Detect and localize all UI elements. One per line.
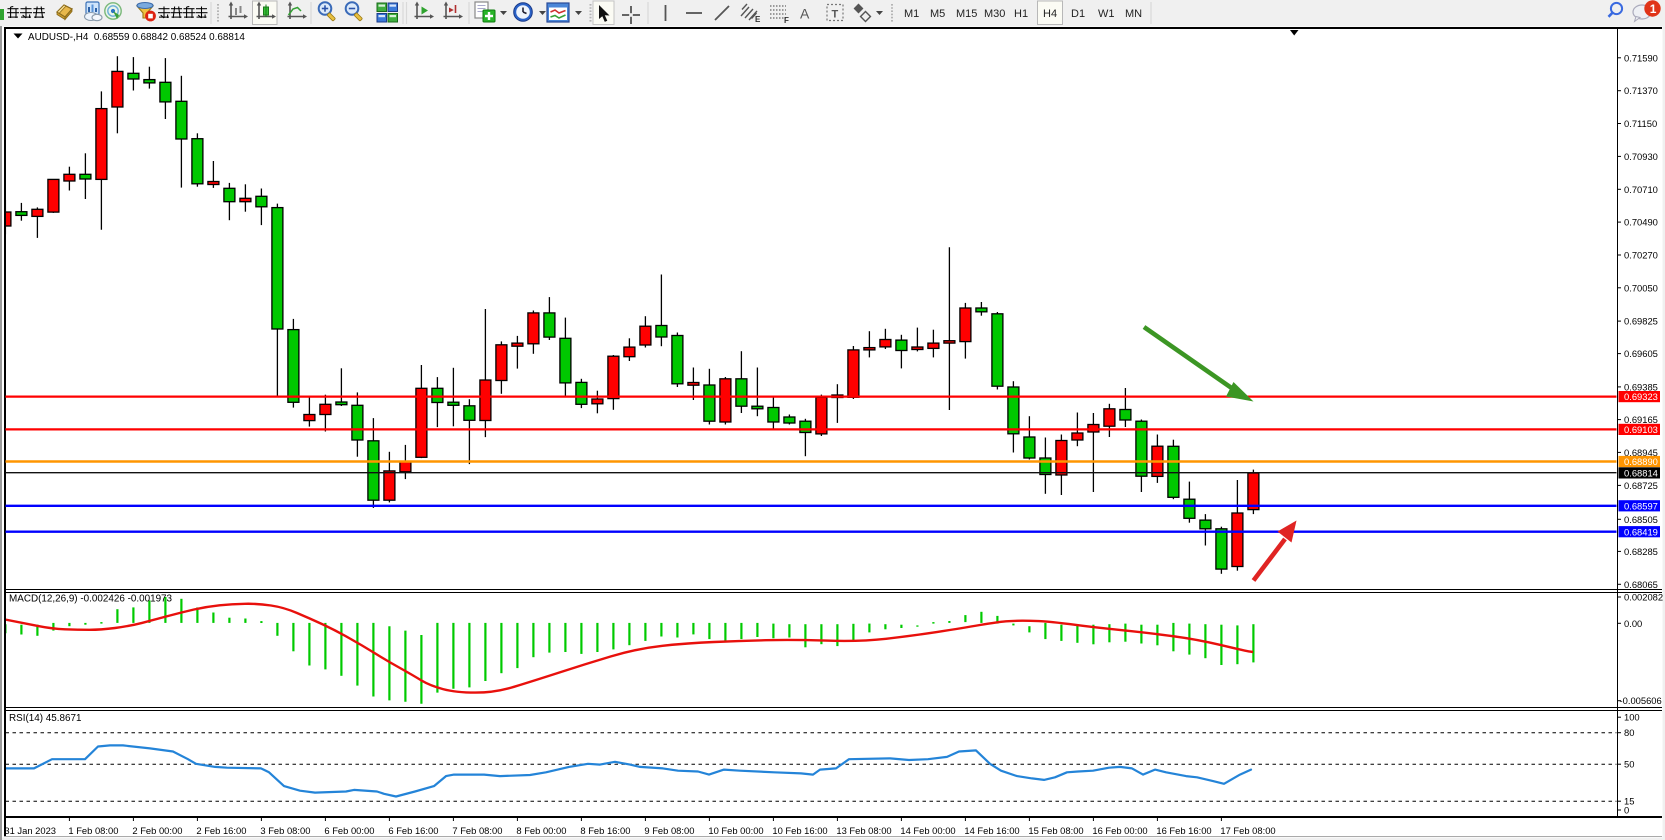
svg-text:8 Feb 16:00: 8 Feb 16:00	[580, 825, 630, 836]
svg-text:M15: M15	[956, 8, 977, 20]
svg-text:50: 50	[1624, 759, 1634, 770]
svg-text:0.69605: 0.69605	[1624, 348, 1658, 359]
svg-text:0.69385: 0.69385	[1624, 381, 1658, 392]
svg-text:W1: W1	[1098, 8, 1115, 20]
svg-text:0.71150: 0.71150	[1624, 118, 1657, 129]
svg-text:6 Feb 00:00: 6 Feb 00:00	[324, 825, 374, 836]
svg-text:0.68419: 0.68419	[1624, 526, 1658, 537]
svg-text:16 Feb 16:00: 16 Feb 16:00	[1156, 825, 1211, 836]
svg-text:0.68597: 0.68597	[1624, 500, 1658, 511]
svg-text:0.68725: 0.68725	[1624, 480, 1658, 491]
svg-text:RSI(14) 45.8671: RSI(14) 45.8671	[9, 713, 82, 724]
svg-text:10 Feb 00:00: 10 Feb 00:00	[708, 825, 763, 836]
svg-text:0.002082: 0.002082	[1624, 592, 1663, 603]
svg-text:13 Feb 08:00: 13 Feb 08:00	[836, 825, 891, 836]
svg-text:A: A	[800, 6, 810, 22]
svg-text:H4: H4	[1043, 8, 1057, 20]
svg-text:14 Feb 16:00: 14 Feb 16:00	[964, 825, 1019, 836]
svg-text:M5: M5	[930, 8, 945, 20]
svg-text:31 Jan 2023: 31 Jan 2023	[4, 825, 56, 836]
svg-text:9 Feb 08:00: 9 Feb 08:00	[644, 825, 694, 836]
svg-text:14 Feb 00:00: 14 Feb 00:00	[900, 825, 955, 836]
svg-text:0.68814: 0.68814	[1624, 468, 1658, 479]
svg-text:0.69323: 0.69323	[1624, 391, 1658, 402]
svg-text:0.68890: 0.68890	[1624, 456, 1658, 467]
svg-text:0.68505: 0.68505	[1624, 514, 1658, 525]
svg-text:M1: M1	[904, 8, 919, 20]
svg-text:16 Feb 00:00: 16 Feb 00:00	[1092, 825, 1147, 836]
svg-text:6 Feb 16:00: 6 Feb 16:00	[388, 825, 438, 836]
svg-text:7 Feb 08:00: 7 Feb 08:00	[452, 825, 502, 836]
svg-text:0.70930: 0.70930	[1624, 151, 1658, 162]
svg-text:80: 80	[1624, 727, 1634, 738]
svg-text:0.68285: 0.68285	[1624, 546, 1658, 557]
svg-text:0.68065: 0.68065	[1624, 579, 1658, 590]
svg-text:0.71370: 0.71370	[1624, 85, 1658, 96]
svg-text:0.71590: 0.71590	[1624, 52, 1658, 63]
svg-text:3 Feb 08:00: 3 Feb 08:00	[260, 825, 310, 836]
svg-text:8 Feb 00:00: 8 Feb 00:00	[516, 825, 566, 836]
svg-text:0.69103: 0.69103	[1624, 424, 1658, 435]
svg-text:0.00: 0.00	[1624, 618, 1642, 629]
svg-text:0.68945: 0.68945	[1624, 447, 1658, 458]
svg-text:0.69825: 0.69825	[1624, 316, 1658, 327]
svg-text:17 Feb 08:00: 17 Feb 08:00	[1220, 825, 1275, 836]
svg-text:MN: MN	[1125, 8, 1142, 20]
svg-text:15: 15	[1624, 796, 1634, 807]
svg-text:T: T	[832, 9, 839, 21]
svg-text:10 Feb 16:00: 10 Feb 16:00	[772, 825, 827, 836]
svg-text:MACD(12,26,9) -0.002426 -0.001: MACD(12,26,9) -0.002426 -0.001973	[9, 594, 173, 605]
svg-text:0.69165: 0.69165	[1624, 414, 1658, 425]
svg-text:15 Feb 08:00: 15 Feb 08:00	[1028, 825, 1083, 836]
svg-text:E: E	[755, 15, 761, 24]
svg-text:1: 1	[1650, 2, 1657, 16]
svg-text:H1: H1	[1014, 8, 1028, 20]
svg-text:D1: D1	[1071, 8, 1085, 20]
svg-text:0.70270: 0.70270	[1624, 250, 1658, 261]
svg-text:0.70710: 0.70710	[1624, 184, 1658, 195]
svg-text:0.70490: 0.70490	[1624, 217, 1658, 228]
svg-text:M30: M30	[984, 8, 1005, 20]
svg-text:AUDUSD-,H4 0.68559 0.68842 0.: AUDUSD-,H4 0.68559 0.68842 0.68524 0.688…	[28, 32, 245, 43]
svg-text:F: F	[784, 16, 789, 25]
svg-text:1 Feb 08:00: 1 Feb 08:00	[68, 825, 118, 836]
svg-text:100: 100	[1624, 712, 1640, 723]
svg-text:-0.005606: -0.005606	[1620, 695, 1662, 706]
svg-text:0.70050: 0.70050	[1624, 282, 1658, 293]
svg-text:2 Feb 00:00: 2 Feb 00:00	[132, 825, 182, 836]
svg-text:2 Feb 16:00: 2 Feb 16:00	[196, 825, 246, 836]
svg-text:0: 0	[1624, 805, 1629, 816]
